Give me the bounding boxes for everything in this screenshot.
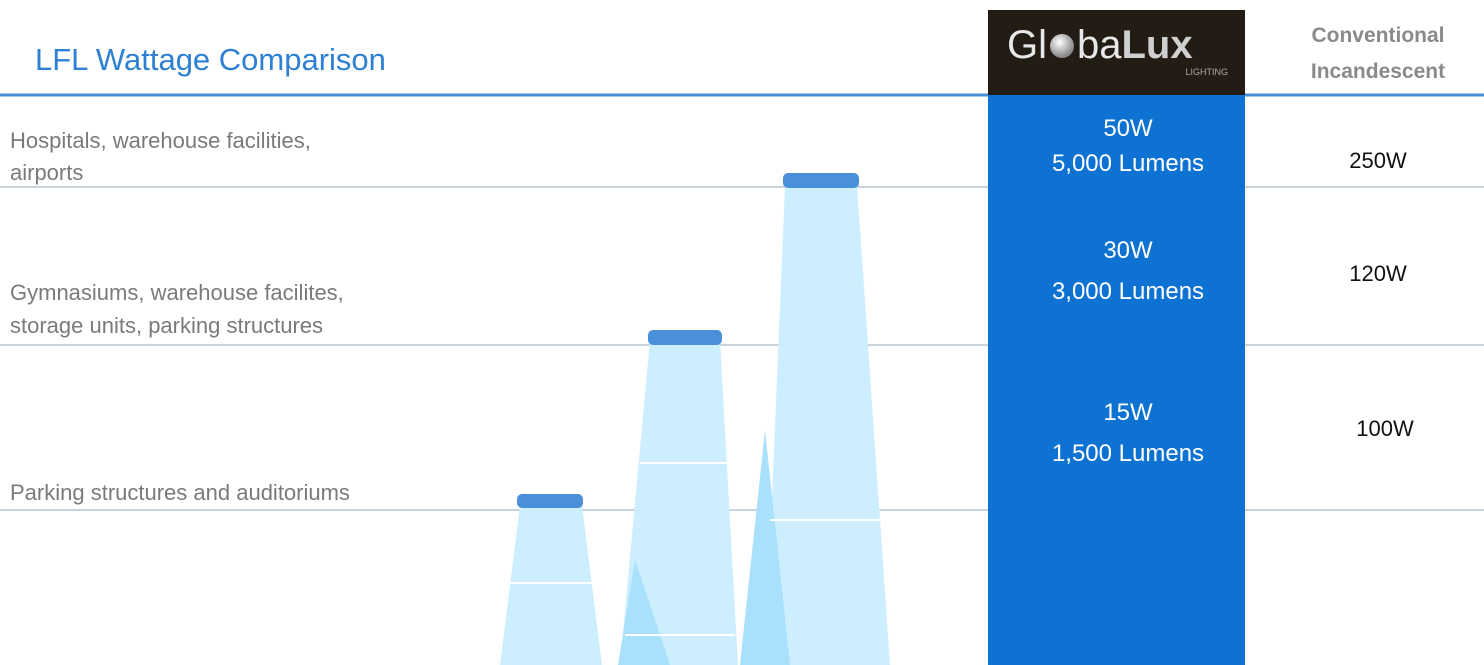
row-label: airports xyxy=(10,160,83,185)
globalux-column xyxy=(988,95,1245,665)
lamp-illustrations xyxy=(500,173,890,665)
column-header: Conventional xyxy=(1311,24,1444,47)
row-label: Gymnasiums, warehouse facilites, xyxy=(10,280,344,305)
conventional-watts: 120W xyxy=(1349,261,1407,286)
row-label: Hospitals, warehouse facilities, xyxy=(10,128,311,153)
title: LFL Wattage Comparison xyxy=(35,42,386,77)
logo-text: ba xyxy=(1077,23,1122,67)
column-header: Incandescent xyxy=(1311,60,1445,83)
lamp-cap xyxy=(783,173,859,188)
globalux-watts: 50W xyxy=(1103,115,1153,142)
logo-globe xyxy=(1050,34,1074,58)
logo-sub: LIGHTING xyxy=(1185,67,1228,77)
infographic: GlbaLux LIGHTING LFL Wattage Comparison … xyxy=(0,0,1484,665)
globalux-lumens: 1,500 Lumens xyxy=(1052,440,1204,467)
conventional-watts: 250W xyxy=(1349,148,1407,173)
row-label: Parking structures and auditoriums xyxy=(10,480,350,505)
conventional-watts: 100W xyxy=(1356,416,1414,441)
lamp-cap xyxy=(648,330,722,345)
logo-text: Gl xyxy=(1007,23,1047,67)
globalux-watts: 30W xyxy=(1103,237,1153,264)
lamp xyxy=(765,185,890,665)
globalux-lumens: 5,000 Lumens xyxy=(1052,150,1204,177)
logo-accent: Lux xyxy=(1122,23,1193,67)
lamp-cap xyxy=(517,494,583,508)
globalux-watts: 15W xyxy=(1103,399,1153,426)
lamp xyxy=(500,505,602,665)
row-label: storage units, parking structures xyxy=(10,313,323,338)
globalux-lumens: 3,000 Lumens xyxy=(1052,278,1204,305)
